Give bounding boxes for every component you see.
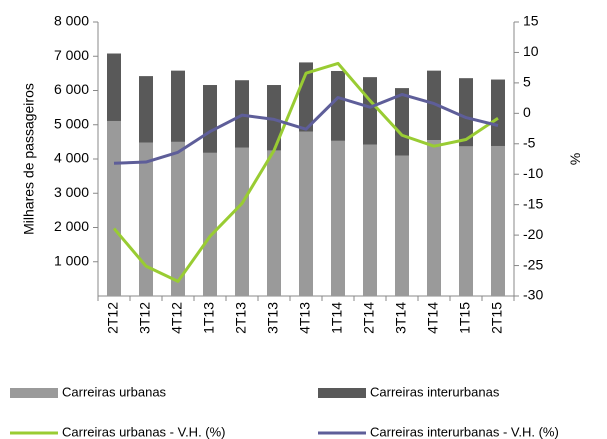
y2-tick-label: 10	[523, 43, 539, 59]
bar	[267, 150, 281, 296]
y-tick-label: 4 000	[54, 150, 89, 166]
x-tick-label: 2T14	[361, 302, 377, 334]
y-tick-label: 2 000	[54, 218, 89, 234]
y2-tick-label: -30	[523, 287, 543, 303]
y2-axis-label: %	[567, 153, 583, 165]
y2-tick-label: -5	[523, 134, 536, 150]
legend-label: Carreiras interurbanas	[370, 384, 500, 399]
x-tick-label: 2T15	[489, 302, 505, 334]
x-tick-label: 3T13	[265, 302, 281, 334]
legend-label: Carreiras interurbanas - V.H. (%)	[370, 424, 559, 439]
y-tick-label: 3 000	[54, 184, 89, 200]
bar	[203, 152, 217, 296]
bar	[267, 85, 281, 151]
x-tick-label: 2T12	[105, 302, 121, 334]
bar	[107, 53, 121, 121]
line-series	[112, 61, 499, 283]
bar	[331, 70, 345, 141]
y2-tick-label: 15	[523, 13, 539, 29]
x-tick-label: 1T13	[201, 302, 217, 334]
line-series	[113, 92, 499, 165]
y2-tick-label: -25	[523, 256, 543, 272]
x-tick-label: 4T14	[425, 302, 441, 334]
bar	[139, 76, 153, 143]
bar	[363, 77, 377, 145]
y-tick-label: 6 000	[54, 81, 89, 97]
y2-tick-label: -15	[523, 195, 543, 211]
y-tick-label: 8 000	[54, 13, 89, 29]
y-axis-label: Milhares de passageiros	[21, 83, 37, 235]
y2-tick-label: 5	[523, 74, 531, 90]
bar	[235, 147, 249, 296]
bar	[331, 140, 345, 296]
bar	[203, 85, 217, 153]
legend-label: Carreiras urbanas	[62, 384, 167, 399]
legend-swatch	[10, 388, 58, 398]
bar	[459, 146, 473, 296]
bar	[459, 78, 473, 147]
bar	[427, 140, 441, 296]
x-tick-label: 4T12	[169, 302, 185, 334]
x-tick-label: 3T14	[393, 302, 409, 334]
bar	[395, 88, 409, 156]
y2-tick-label: -10	[523, 165, 543, 181]
bar	[491, 145, 505, 296]
bar	[363, 144, 377, 296]
bar	[107, 120, 121, 296]
bar	[171, 141, 185, 296]
y2-tick-label: 0	[523, 104, 531, 120]
x-tick-label: 4T13	[297, 302, 313, 334]
x-tick-label: 1T15	[457, 302, 473, 334]
legend-label: Carreiras urbanas - V.H. (%)	[62, 424, 226, 439]
bar	[427, 70, 441, 141]
bar	[395, 155, 409, 296]
x-tick-label: 1T14	[329, 302, 345, 334]
y-tick-label: 5 000	[54, 115, 89, 131]
bar	[299, 131, 313, 296]
bar	[139, 142, 153, 296]
bar	[491, 79, 505, 146]
y-tick-label: 1 000	[54, 252, 89, 268]
bar	[171, 70, 185, 142]
legend-swatch	[318, 388, 366, 398]
x-tick-label: 3T12	[137, 302, 153, 334]
x-tick-label: 2T13	[233, 302, 249, 334]
y-tick-label: 7 000	[54, 47, 89, 63]
y2-tick-label: -20	[523, 226, 543, 242]
